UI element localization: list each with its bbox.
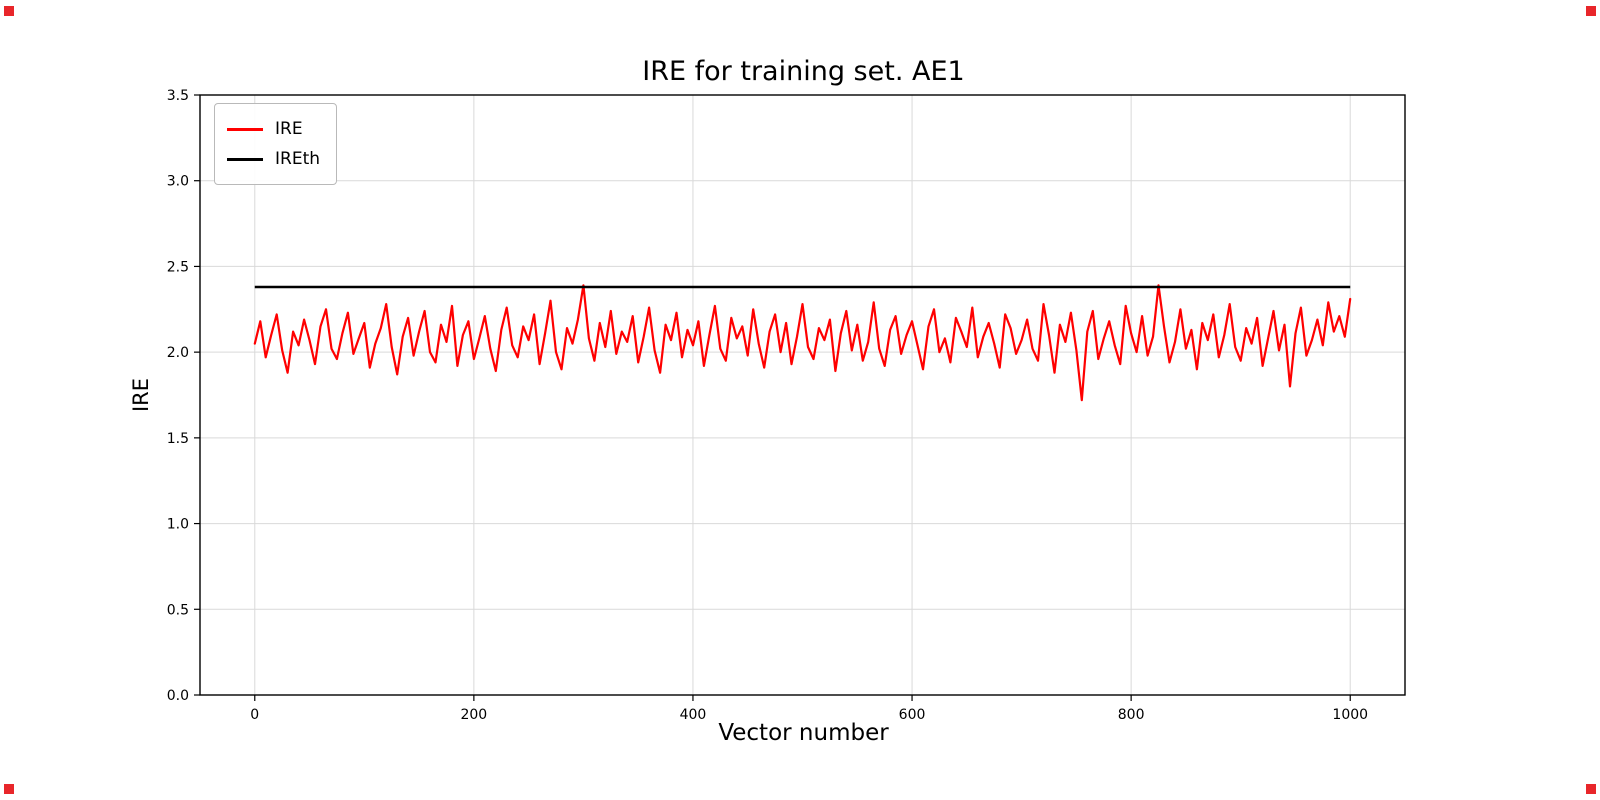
x-tick-label: 400 (680, 707, 707, 723)
corner-marker-bottom-right (1586, 784, 1596, 794)
legend-label-ire: IRE (275, 119, 303, 139)
series-line-ire (253, 284, 1352, 402)
y-tick-label: 2.0 (167, 345, 189, 361)
y-tick-label: 3.0 (167, 174, 189, 190)
corner-marker-top-right (1586, 6, 1596, 16)
y-tick-label: 1.0 (167, 517, 189, 533)
y-tick-label: 0.5 (167, 602, 189, 618)
y-tick-label: 0.0 (167, 688, 189, 704)
y-tick-label: 1.5 (167, 431, 189, 447)
y-tick-label: 3.5 (167, 88, 189, 104)
x-tick-label: 200 (460, 707, 487, 723)
x-tick-label: 0 (250, 707, 259, 723)
chart-title: IRE for training set. AE1 (642, 56, 965, 87)
x-tick-label: 800 (1118, 707, 1145, 723)
x-tick-label: 1000 (1332, 707, 1368, 723)
y-tick-label: 2.5 (167, 259, 189, 275)
y-axis-label: IRE (129, 377, 153, 413)
x-tick-label: 600 (899, 707, 926, 723)
corner-marker-bottom-left (4, 784, 14, 794)
legend-line-sample-ire (227, 127, 263, 131)
axes-border (199, 94, 1406, 696)
legend: IRE IREth (214, 103, 338, 185)
legend-label-ireth: IREth (275, 149, 321, 169)
legend-item-ire: IRE (227, 114, 320, 144)
corner-marker-top-left (4, 6, 14, 16)
legend-item-ireth: IREth (227, 144, 320, 174)
x-axis-label: Vector number (718, 720, 889, 746)
legend-line-sample-ireth (227, 157, 263, 161)
